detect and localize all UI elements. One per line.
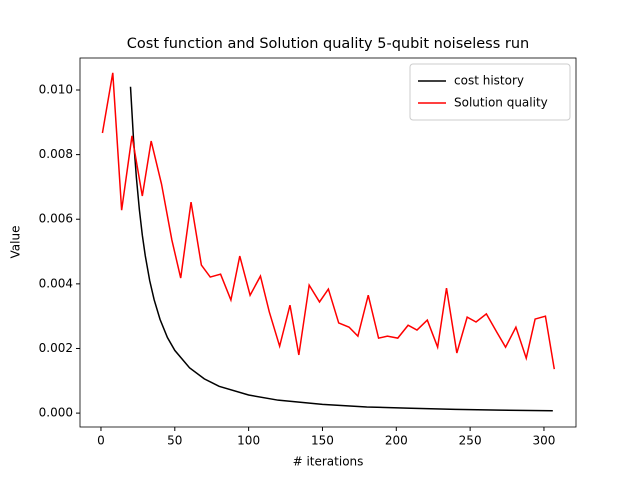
plot-frame: [79, 57, 577, 428]
x-axis-label: # iterations: [293, 455, 364, 469]
y-tick-label: 0.004: [39, 276, 73, 290]
x-tick-label: 200: [385, 434, 408, 448]
series-line: [129, 86, 553, 412]
legend-box: [409, 63, 571, 121]
y-axis-label: Value: [9, 226, 23, 259]
legend-label: cost history: [454, 74, 524, 88]
legend-label: Solution quality: [454, 96, 548, 110]
series-line: [101, 72, 556, 370]
y-tick-label: 0.010: [39, 82, 73, 96]
x-tick-label: 100: [237, 434, 260, 448]
y-tick-label: 0.002: [39, 341, 73, 355]
x-tick-label: 250: [459, 434, 482, 448]
chart-title: Cost function and Solution quality 5-qub…: [127, 36, 529, 52]
y-tick-label: 0.000: [39, 406, 73, 420]
y-tick-label: 0.006: [39, 212, 73, 226]
x-tick-label: 300: [533, 434, 556, 448]
x-tick-label: 0: [97, 434, 105, 448]
x-tick-label: 50: [167, 434, 182, 448]
x-tick-label: 150: [311, 434, 334, 448]
y-tick-label: 0.008: [39, 147, 73, 161]
